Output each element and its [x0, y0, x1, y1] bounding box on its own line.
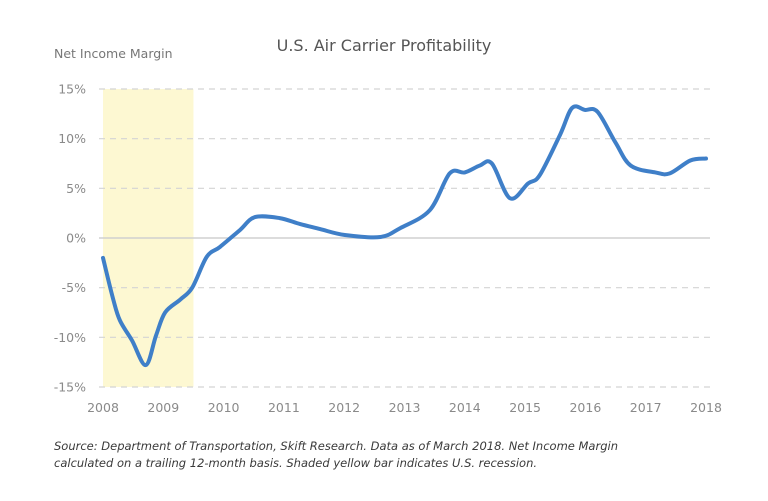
chart-title: U.S. Air Carrier Profitability	[277, 36, 492, 55]
x-tick-label: 2017	[630, 400, 662, 415]
x-tick-label: 2012	[328, 400, 360, 415]
x-tick-label: 2009	[147, 400, 179, 415]
x-tick-label: 2016	[569, 400, 601, 415]
y-tick-label: 0%	[66, 231, 86, 246]
y-tick-label: 10%	[58, 131, 86, 146]
footnote-line-1: Source: Department of Transportation, Sk…	[54, 439, 618, 453]
x-tick-label: 2018	[690, 400, 722, 415]
x-tick-label: 2010	[208, 400, 240, 415]
y-tick-label: 15%	[58, 82, 86, 97]
x-tick-label: 2011	[268, 400, 300, 415]
y-axis-label: Net Income Margin	[54, 46, 173, 61]
source-footnote: Source: Department of Transportation, Sk…	[54, 438, 734, 472]
y-tick-label: 5%	[66, 181, 86, 196]
series-line-net-income-margin	[101, 104, 708, 368]
x-tick-label: 2008	[87, 400, 119, 415]
y-tick-label: -5%	[62, 280, 86, 295]
x-tick-label: 2014	[449, 400, 481, 415]
x-tick-label: 2015	[509, 400, 541, 415]
footnote-line-2: calculated on a trailing 12-month basis.…	[54, 456, 538, 470]
y-tick-label: -15%	[54, 380, 86, 395]
x-tick-label: 2013	[389, 400, 421, 415]
y-tick-label: -10%	[54, 330, 86, 345]
